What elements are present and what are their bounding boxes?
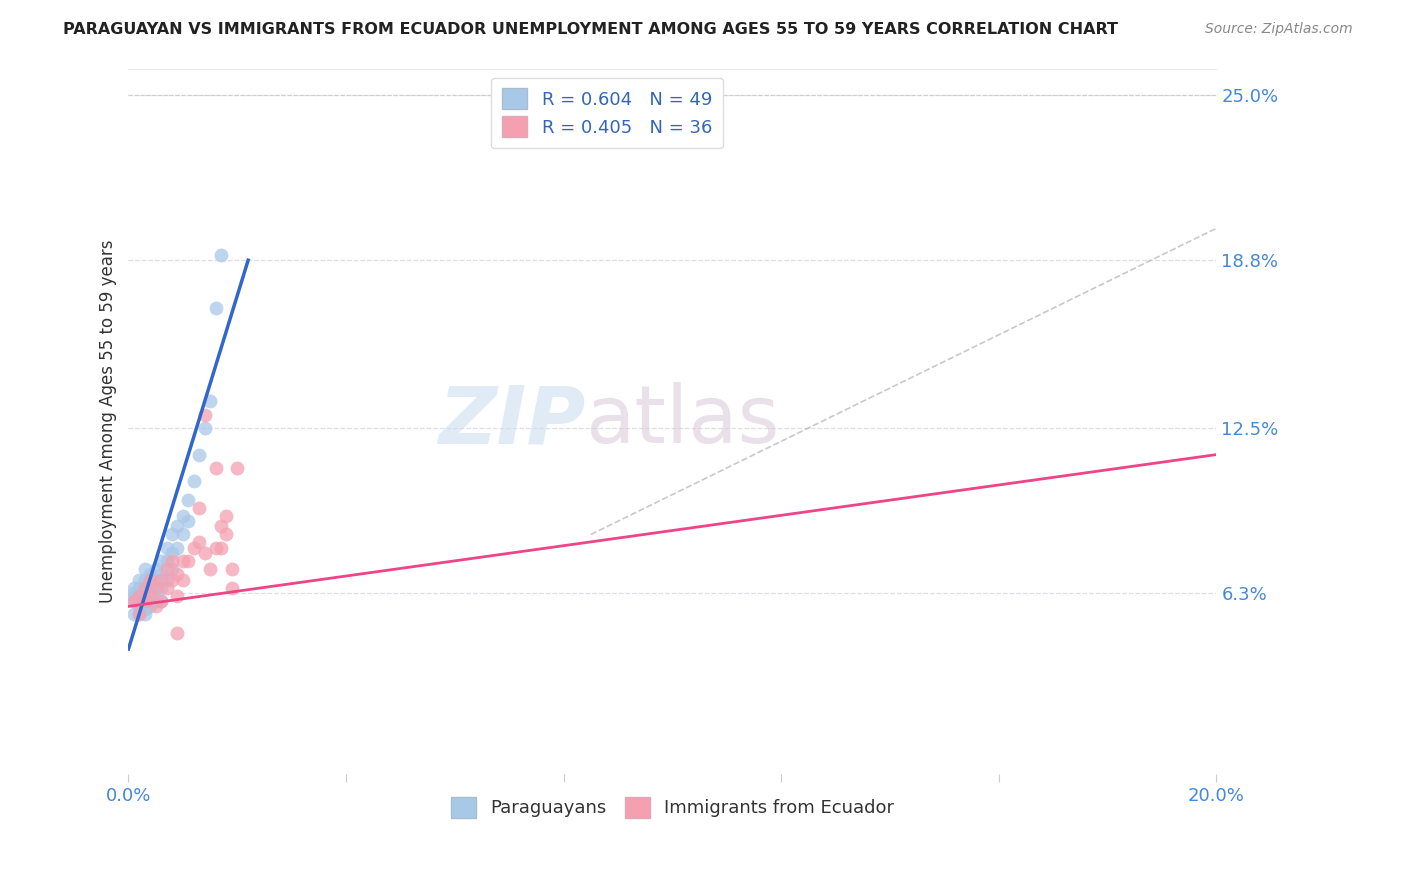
Point (128, 607, 150, 622)
Point (145, 573, 167, 587)
Legend: Paraguayans, Immigrants from Ecuador: Paraguayans, Immigrants from Ecuador (443, 789, 901, 825)
Point (177, 492, 200, 507)
Point (177, 514, 200, 528)
Point (160, 546, 183, 560)
Point (166, 589, 188, 603)
Point (204, 301, 226, 315)
Point (145, 562, 167, 576)
Point (209, 519, 232, 533)
Point (166, 519, 188, 533)
Point (145, 599, 167, 614)
Point (122, 581, 145, 595)
Point (188, 535, 211, 549)
Point (160, 573, 183, 587)
Point (155, 554, 177, 568)
Point (177, 554, 200, 568)
Text: Source: ZipAtlas.com: Source: ZipAtlas.com (1205, 22, 1353, 37)
Point (155, 581, 177, 595)
Point (139, 594, 162, 608)
Point (166, 567, 188, 582)
Point (172, 508, 194, 523)
Point (160, 527, 183, 541)
Point (145, 581, 167, 595)
Point (172, 573, 194, 587)
Point (145, 581, 167, 595)
Point (188, 500, 211, 515)
Point (183, 474, 205, 488)
Point (134, 594, 156, 608)
Point (188, 448, 211, 462)
Text: ZIP: ZIP (439, 383, 585, 460)
Point (139, 589, 162, 603)
Point (209, 541, 232, 555)
Point (122, 594, 145, 608)
Point (155, 541, 177, 555)
Point (183, 541, 205, 555)
Point (194, 408, 217, 422)
Point (204, 541, 226, 555)
Point (221, 562, 243, 576)
Point (122, 589, 145, 603)
Point (215, 527, 238, 541)
Point (128, 589, 150, 603)
Point (172, 554, 194, 568)
Point (226, 461, 249, 475)
Point (139, 578, 162, 592)
Point (150, 594, 173, 608)
Point (134, 581, 156, 595)
Point (172, 527, 194, 541)
Point (150, 581, 173, 595)
Point (204, 461, 226, 475)
Point (139, 586, 162, 600)
Point (134, 607, 156, 622)
Point (166, 541, 188, 555)
Point (194, 546, 217, 560)
Point (198, 562, 221, 576)
Point (122, 586, 145, 600)
Point (128, 573, 150, 587)
Point (221, 581, 243, 595)
Y-axis label: Unemployment Among Ages 55 to 59 years: Unemployment Among Ages 55 to 59 years (100, 240, 117, 603)
Point (134, 562, 156, 576)
Point (134, 581, 156, 595)
Point (166, 626, 188, 640)
Point (150, 573, 173, 587)
Point (122, 594, 145, 608)
Point (139, 573, 162, 587)
Point (139, 567, 162, 582)
Point (128, 594, 150, 608)
Point (150, 567, 173, 582)
Point (209, 248, 232, 262)
Point (160, 554, 183, 568)
Point (128, 589, 150, 603)
Point (155, 573, 177, 587)
Point (150, 554, 173, 568)
Point (134, 602, 156, 616)
Point (128, 599, 150, 614)
Point (134, 589, 156, 603)
Point (145, 594, 167, 608)
Point (160, 562, 183, 576)
Point (215, 508, 238, 523)
Point (128, 607, 150, 622)
Point (198, 394, 221, 409)
Text: atlas: atlas (585, 383, 780, 460)
Point (122, 607, 145, 622)
Point (155, 562, 177, 576)
Point (194, 421, 217, 435)
Point (150, 594, 173, 608)
Point (128, 581, 150, 595)
Point (139, 599, 162, 614)
Point (134, 573, 156, 587)
Point (134, 594, 156, 608)
Text: PARAGUAYAN VS IMMIGRANTS FROM ECUADOR UNEMPLOYMENT AMONG AGES 55 TO 59 YEARS COR: PARAGUAYAN VS IMMIGRANTS FROM ECUADOR UN… (63, 22, 1118, 37)
